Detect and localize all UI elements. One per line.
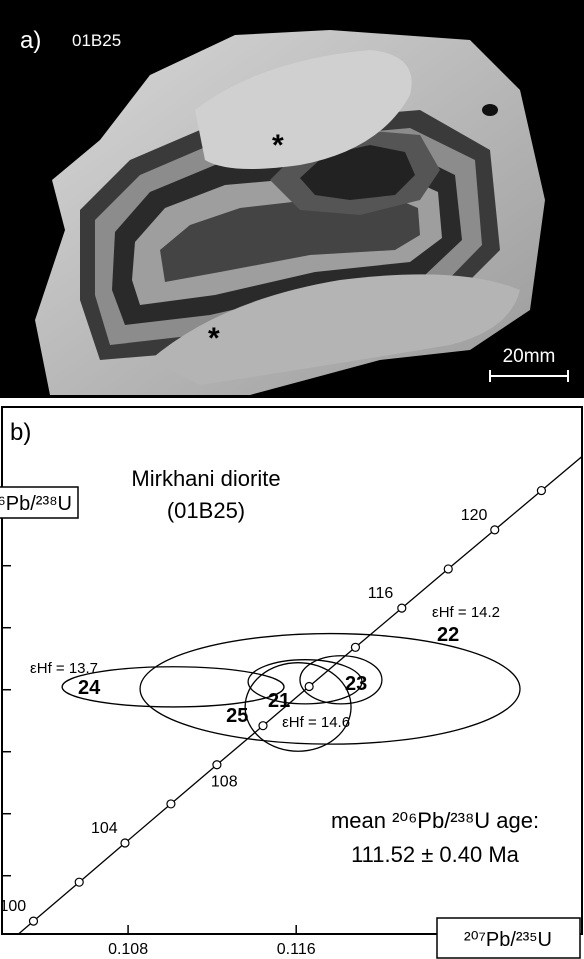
- x-tick-label: 0.108: [108, 941, 148, 958]
- age-label: 108: [211, 774, 238, 791]
- age-tick: [258, 721, 268, 731]
- analysis-label: 23: [345, 673, 367, 695]
- hf-label: εHf = 14.2: [432, 604, 500, 621]
- age-tick: [120, 838, 130, 848]
- age-label: 116: [368, 585, 394, 602]
- chart-title: Mirkhani diorite: [131, 466, 280, 491]
- age-tick: [304, 681, 314, 692]
- inclusion: [482, 104, 498, 116]
- analysis-label: 21: [268, 690, 290, 712]
- analysis-label: 25: [226, 705, 248, 727]
- y-label-box: [0, 486, 79, 519]
- hf-label: εHf = 13.7: [30, 660, 98, 677]
- error-ellipse: [299, 655, 383, 705]
- spot-marker: *: [272, 129, 284, 162]
- zircon-core: [300, 145, 415, 200]
- concordia-curve: [17, 455, 582, 934]
- light-domain: [150, 274, 520, 385]
- sample-label: 01B25: [72, 31, 121, 50]
- scale-bar: [489, 370, 569, 382]
- panel-label: a): [20, 27, 41, 54]
- annotation: 111.52 ± 0.40 Ma: [351, 842, 520, 867]
- age-tick: [166, 799, 176, 809]
- panel-a: a) 01B25 * * 20mm: [0, 0, 584, 398]
- y-axis-label: ²⁰⁶Pb/²³⁸U: [0, 493, 72, 515]
- scale-bar-label: 20mm: [503, 346, 556, 367]
- age-tick: [350, 642, 361, 652]
- chart-subtitle: (01B25): [167, 498, 245, 523]
- age-tick: [28, 916, 39, 926]
- age-tick: [397, 603, 407, 613]
- age-tick: [443, 564, 453, 574]
- error-ellipse: [139, 632, 521, 745]
- analysis-label: 22: [437, 624, 459, 646]
- plot-frame: [1, 406, 583, 935]
- error-ellipse: [247, 659, 363, 705]
- spot-marker: *: [208, 322, 220, 355]
- age-label: 100: [0, 898, 26, 915]
- age-tick: [74, 877, 84, 887]
- hf-label: εHf = 14.6: [282, 714, 350, 731]
- age-tick: [536, 485, 547, 496]
- age-label: 120: [461, 507, 488, 524]
- age-tick: [490, 525, 500, 535]
- plot-area: 100 104 108 116 120: [0, 455, 582, 934]
- panel-label: b): [10, 419, 31, 446]
- x-axis-label: ²⁰⁷Pb/²³⁵U: [464, 929, 552, 951]
- x-tick-label: 0.116: [277, 941, 316, 958]
- error-ellipse: [61, 666, 285, 708]
- light-domain: [195, 50, 412, 169]
- age-tick: [212, 760, 222, 770]
- annotation: mean ²⁰⁶Pb/²³⁸U age:: [331, 808, 539, 833]
- analysis-label: 24: [78, 677, 101, 699]
- age-label: 104: [91, 820, 118, 837]
- panel-b: b) Mirkhani diorite (01B25) 100 104 108 116…: [0, 406, 583, 959]
- error-ellipse: [244, 662, 352, 752]
- x-label-box: [436, 917, 581, 959]
